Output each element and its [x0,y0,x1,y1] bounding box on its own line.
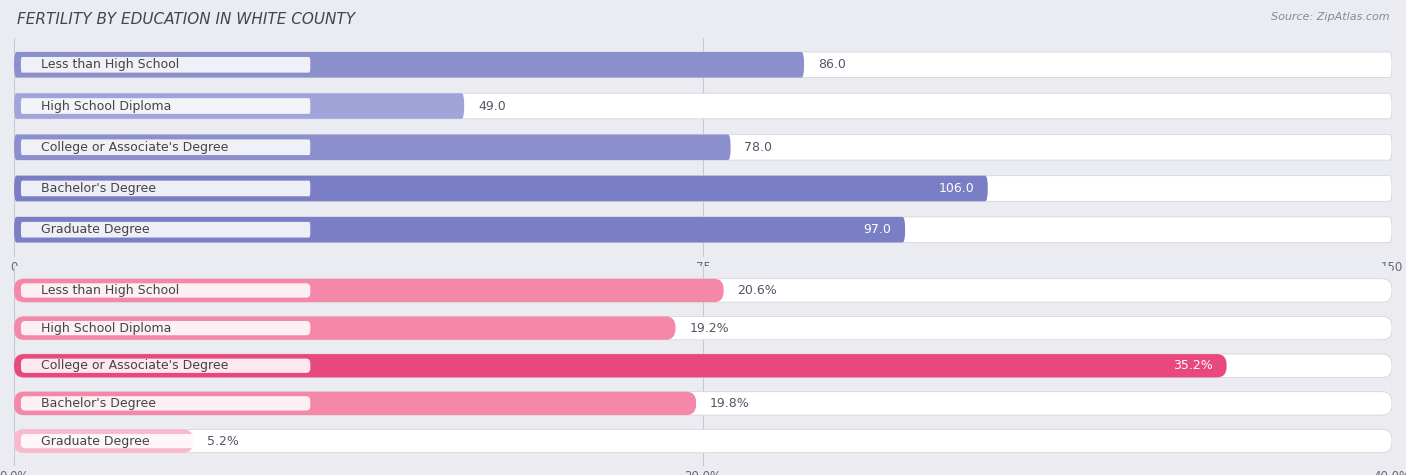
Text: Bachelor's Degree: Bachelor's Degree [41,397,156,410]
FancyBboxPatch shape [21,140,311,155]
Text: 20.6%: 20.6% [738,284,778,297]
FancyBboxPatch shape [21,434,311,448]
FancyBboxPatch shape [14,52,804,77]
FancyBboxPatch shape [14,392,1392,415]
Text: Graduate Degree: Graduate Degree [41,223,150,236]
FancyBboxPatch shape [14,354,1226,378]
Text: 97.0: 97.0 [863,223,891,236]
Text: Graduate Degree: Graduate Degree [41,435,150,447]
FancyBboxPatch shape [21,180,311,196]
Text: Bachelor's Degree: Bachelor's Degree [41,182,156,195]
FancyBboxPatch shape [14,429,1392,453]
FancyBboxPatch shape [14,176,988,201]
FancyBboxPatch shape [21,98,311,114]
FancyBboxPatch shape [14,134,731,160]
FancyBboxPatch shape [14,316,675,340]
Text: 19.2%: 19.2% [689,322,728,334]
Text: Less than High School: Less than High School [41,58,180,71]
Text: 86.0: 86.0 [818,58,845,71]
Text: 106.0: 106.0 [938,182,974,195]
Text: College or Associate's Degree: College or Associate's Degree [41,141,229,154]
Text: High School Diploma: High School Diploma [41,322,172,334]
FancyBboxPatch shape [14,279,1392,302]
FancyBboxPatch shape [14,316,1392,340]
Text: 5.2%: 5.2% [207,435,239,447]
FancyBboxPatch shape [14,392,696,415]
Text: College or Associate's Degree: College or Associate's Degree [41,359,229,372]
FancyBboxPatch shape [14,52,1392,77]
Text: 35.2%: 35.2% [1173,359,1213,372]
FancyBboxPatch shape [14,93,464,119]
FancyBboxPatch shape [14,176,1392,201]
FancyBboxPatch shape [21,283,311,298]
Text: Less than High School: Less than High School [41,284,180,297]
FancyBboxPatch shape [21,321,311,335]
FancyBboxPatch shape [21,222,311,238]
FancyBboxPatch shape [14,429,193,453]
Text: FERTILITY BY EDUCATION IN WHITE COUNTY: FERTILITY BY EDUCATION IN WHITE COUNTY [17,12,354,27]
FancyBboxPatch shape [21,57,311,73]
Text: 78.0: 78.0 [744,141,772,154]
Text: 49.0: 49.0 [478,100,506,113]
FancyBboxPatch shape [14,93,1392,119]
FancyBboxPatch shape [14,279,724,302]
FancyBboxPatch shape [14,134,1392,160]
FancyBboxPatch shape [14,217,1392,242]
Text: High School Diploma: High School Diploma [41,100,172,113]
FancyBboxPatch shape [14,217,905,242]
Text: 19.8%: 19.8% [710,397,749,410]
FancyBboxPatch shape [14,354,1392,378]
FancyBboxPatch shape [21,359,311,373]
Text: Source: ZipAtlas.com: Source: ZipAtlas.com [1271,12,1389,22]
FancyBboxPatch shape [21,396,311,410]
